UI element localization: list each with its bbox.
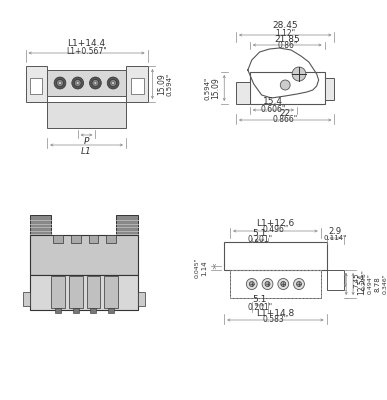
Text: 8.78: 8.78 (375, 276, 381, 292)
Bar (71, 235, 80, 243)
Text: 0.86": 0.86" (277, 42, 297, 50)
Circle shape (262, 278, 273, 290)
Text: L1+0.567": L1+0.567" (66, 46, 107, 56)
Text: 0.114": 0.114" (324, 235, 347, 241)
Bar (131, 78, 144, 94)
Bar (53, 235, 63, 243)
Text: L1+12.6: L1+12.6 (256, 218, 295, 228)
Text: 5.1: 5.1 (252, 296, 267, 304)
Text: 0.346": 0.346" (383, 274, 387, 294)
Bar (29, 275, 138, 310)
Text: 1.14: 1.14 (202, 260, 207, 276)
Bar (69, 276, 82, 308)
Circle shape (265, 282, 270, 286)
Bar (91, 308, 96, 313)
Text: 28.45: 28.45 (272, 22, 298, 30)
Text: 0.594": 0.594" (166, 72, 172, 96)
Circle shape (294, 278, 305, 290)
Bar (224, 242, 327, 270)
Circle shape (247, 278, 257, 290)
Text: 0.494": 0.494" (367, 274, 372, 294)
Text: L1: L1 (81, 148, 92, 156)
Text: L1+14.4: L1+14.4 (67, 40, 106, 48)
Circle shape (111, 82, 115, 84)
Circle shape (292, 67, 306, 81)
Bar (89, 235, 98, 243)
Text: 0.594": 0.594" (204, 76, 211, 100)
Bar (104, 276, 118, 308)
Text: 5.1: 5.1 (252, 230, 267, 238)
Bar (250, 72, 325, 104)
Bar (29, 215, 51, 235)
Text: 0.293": 0.293" (361, 270, 366, 290)
Text: 0.606": 0.606" (261, 104, 286, 114)
Bar (51, 276, 65, 308)
Text: 15.09: 15.09 (211, 77, 220, 99)
Circle shape (110, 80, 116, 86)
Text: 12.54: 12.54 (358, 273, 366, 295)
Bar (230, 270, 321, 298)
Text: 21.85: 21.85 (274, 34, 300, 44)
Bar (108, 308, 114, 313)
Text: 0.496'': 0.496'' (262, 226, 288, 234)
Text: 22: 22 (279, 108, 291, 118)
Bar (47, 102, 126, 128)
Bar (29, 78, 42, 94)
Text: 0.866": 0.866" (272, 116, 298, 124)
Bar (126, 66, 147, 102)
Text: 2.9: 2.9 (329, 228, 342, 236)
Circle shape (278, 278, 289, 290)
Circle shape (54, 77, 66, 89)
Bar (106, 235, 116, 243)
Text: L1+14.8: L1+14.8 (256, 310, 295, 318)
Circle shape (92, 80, 99, 86)
Circle shape (57, 80, 63, 86)
Bar (55, 308, 61, 313)
Bar (73, 308, 79, 313)
Bar (26, 66, 47, 102)
Bar (87, 276, 100, 308)
Text: 1.12": 1.12" (275, 28, 295, 38)
Text: 0.201": 0.201" (247, 236, 272, 244)
Bar (47, 70, 126, 96)
Circle shape (89, 77, 101, 89)
Circle shape (280, 80, 290, 90)
Bar (138, 292, 145, 306)
Circle shape (72, 77, 84, 89)
Bar (22, 292, 29, 306)
Text: 15.09: 15.09 (157, 73, 166, 95)
Circle shape (107, 77, 119, 89)
Bar (230, 270, 321, 298)
Circle shape (74, 80, 81, 86)
Circle shape (94, 82, 97, 84)
Text: 15.4: 15.4 (264, 98, 283, 106)
Text: 0.045": 0.045" (194, 258, 199, 278)
Circle shape (296, 282, 301, 286)
Circle shape (58, 82, 62, 84)
Text: 7.45: 7.45 (353, 272, 359, 288)
Text: P: P (84, 138, 89, 146)
Text: 0.583'': 0.583'' (262, 316, 288, 324)
Bar (325, 78, 334, 100)
Bar (29, 235, 138, 275)
Bar (116, 215, 138, 235)
Circle shape (76, 82, 79, 84)
Circle shape (249, 282, 254, 286)
Circle shape (281, 282, 286, 286)
Bar (327, 270, 344, 290)
Text: 0.201": 0.201" (247, 302, 272, 312)
Bar (236, 82, 250, 104)
